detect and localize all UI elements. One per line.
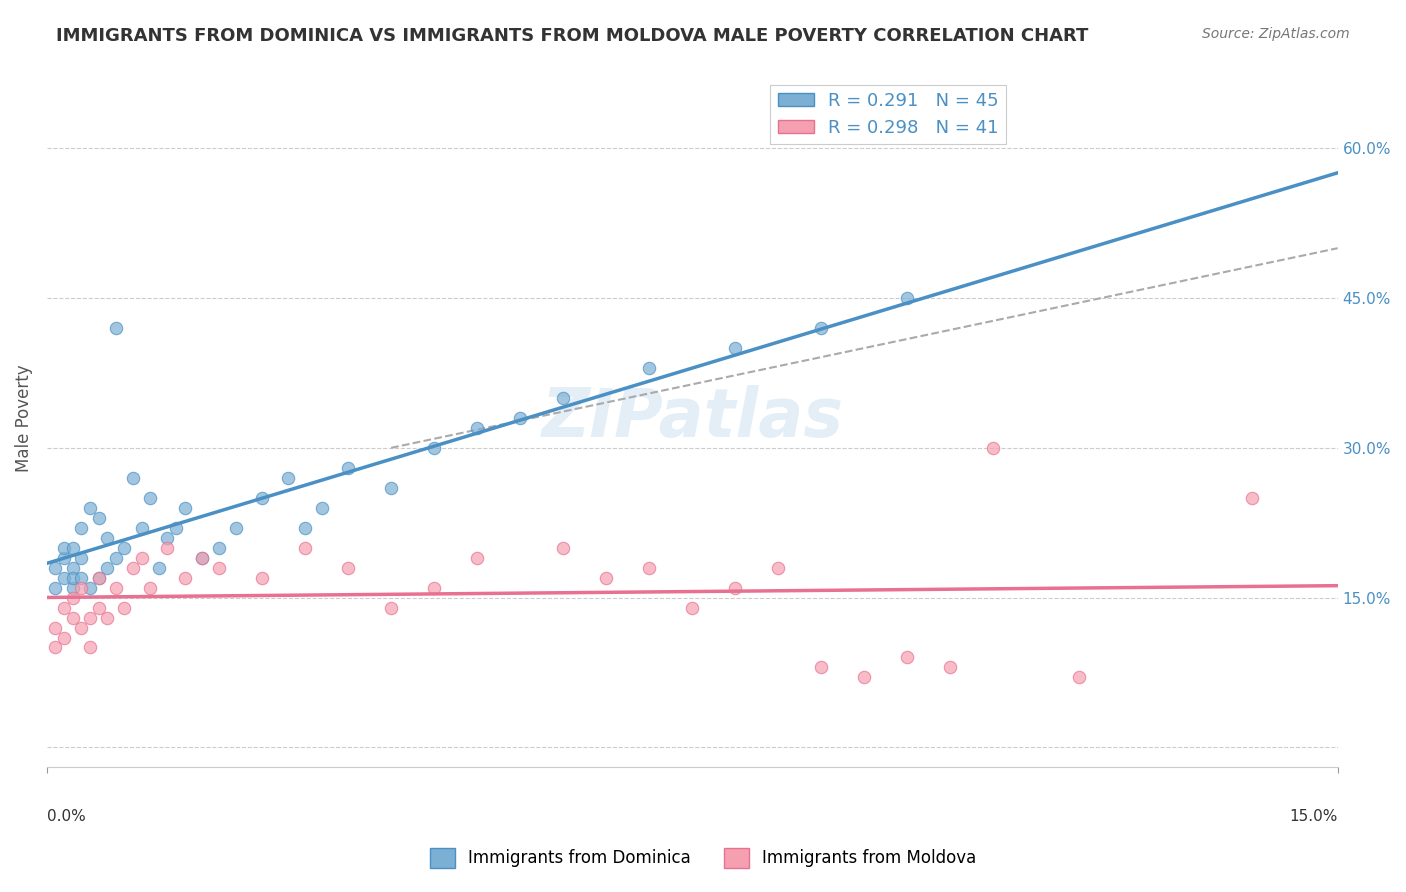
Point [208, 560, 231, 574]
Point [139, 491, 162, 505]
Point [638, 560, 661, 574]
Point [70, 521, 93, 535]
Point [509, 410, 531, 425]
Point [465, 421, 488, 435]
Point [337, 460, 360, 475]
Point [638, 361, 661, 376]
Point [380, 600, 402, 615]
Legend: R = 0.291   N = 45, R = 0.298   N = 41: R = 0.291 N = 45, R = 0.298 N = 41 [770, 85, 1005, 144]
Point [70, 550, 93, 565]
Point [122, 560, 145, 574]
Point [70, 620, 93, 634]
Point [131, 521, 153, 535]
Point [983, 441, 1005, 455]
Point [465, 550, 488, 565]
Point [156, 531, 179, 545]
Point [250, 571, 273, 585]
Point [681, 600, 703, 615]
Point [62, 581, 84, 595]
Point [112, 541, 135, 555]
Point [62, 610, 84, 624]
Point [553, 541, 575, 555]
Point [112, 600, 135, 615]
Point [79, 610, 101, 624]
Point [87, 510, 110, 524]
Point [139, 581, 162, 595]
Point [79, 581, 101, 595]
Text: ZIPatlas: ZIPatlas [541, 384, 844, 450]
Point [896, 291, 918, 305]
Point [53, 600, 76, 615]
Text: 0.0%: 0.0% [46, 809, 86, 824]
Point [96, 560, 118, 574]
Point [1069, 670, 1091, 684]
Point [853, 670, 876, 684]
Point [87, 571, 110, 585]
Point [337, 560, 360, 574]
Y-axis label: Male Poverty: Male Poverty [15, 364, 32, 472]
Text: Source: ZipAtlas.com: Source: ZipAtlas.com [1202, 27, 1350, 41]
Point [122, 471, 145, 485]
Point [810, 660, 832, 674]
Point [62, 560, 84, 574]
Point [87, 600, 110, 615]
Point [810, 321, 832, 335]
Point [62, 571, 84, 585]
Point [87, 571, 110, 585]
Point [53, 550, 76, 565]
Point [62, 591, 84, 605]
Point [44, 640, 66, 655]
Point [104, 321, 127, 335]
Point [79, 640, 101, 655]
Text: 15.0%: 15.0% [1289, 809, 1337, 824]
Point [768, 560, 790, 574]
Point [173, 571, 195, 585]
Point [44, 581, 66, 595]
Point [225, 521, 247, 535]
Point [104, 550, 127, 565]
Point [294, 541, 316, 555]
Point [294, 521, 316, 535]
Point [131, 550, 153, 565]
Point [191, 550, 214, 565]
Point [165, 521, 187, 535]
Point [553, 391, 575, 405]
Point [70, 571, 93, 585]
Point [70, 581, 93, 595]
Point [156, 541, 179, 555]
Point [724, 581, 747, 595]
Point [724, 341, 747, 355]
Point [53, 631, 76, 645]
Point [423, 441, 446, 455]
Legend: Immigrants from Dominica, Immigrants from Moldova: Immigrants from Dominica, Immigrants fro… [423, 841, 983, 875]
Point [595, 571, 617, 585]
Point [44, 620, 66, 634]
Point [277, 471, 299, 485]
Point [148, 560, 170, 574]
Point [96, 531, 118, 545]
Point [423, 581, 446, 595]
Point [1240, 491, 1263, 505]
Point [896, 650, 918, 665]
Point [104, 581, 127, 595]
Point [96, 610, 118, 624]
Point [44, 560, 66, 574]
Point [173, 500, 195, 515]
Point [311, 500, 333, 515]
Point [208, 541, 231, 555]
Point [939, 660, 962, 674]
Point [62, 541, 84, 555]
Point [380, 481, 402, 495]
Point [250, 491, 273, 505]
Point [53, 571, 76, 585]
Point [191, 550, 214, 565]
Text: IMMIGRANTS FROM DOMINICA VS IMMIGRANTS FROM MOLDOVA MALE POVERTY CORRELATION CHA: IMMIGRANTS FROM DOMINICA VS IMMIGRANTS F… [56, 27, 1088, 45]
Point [53, 541, 76, 555]
Point [79, 500, 101, 515]
